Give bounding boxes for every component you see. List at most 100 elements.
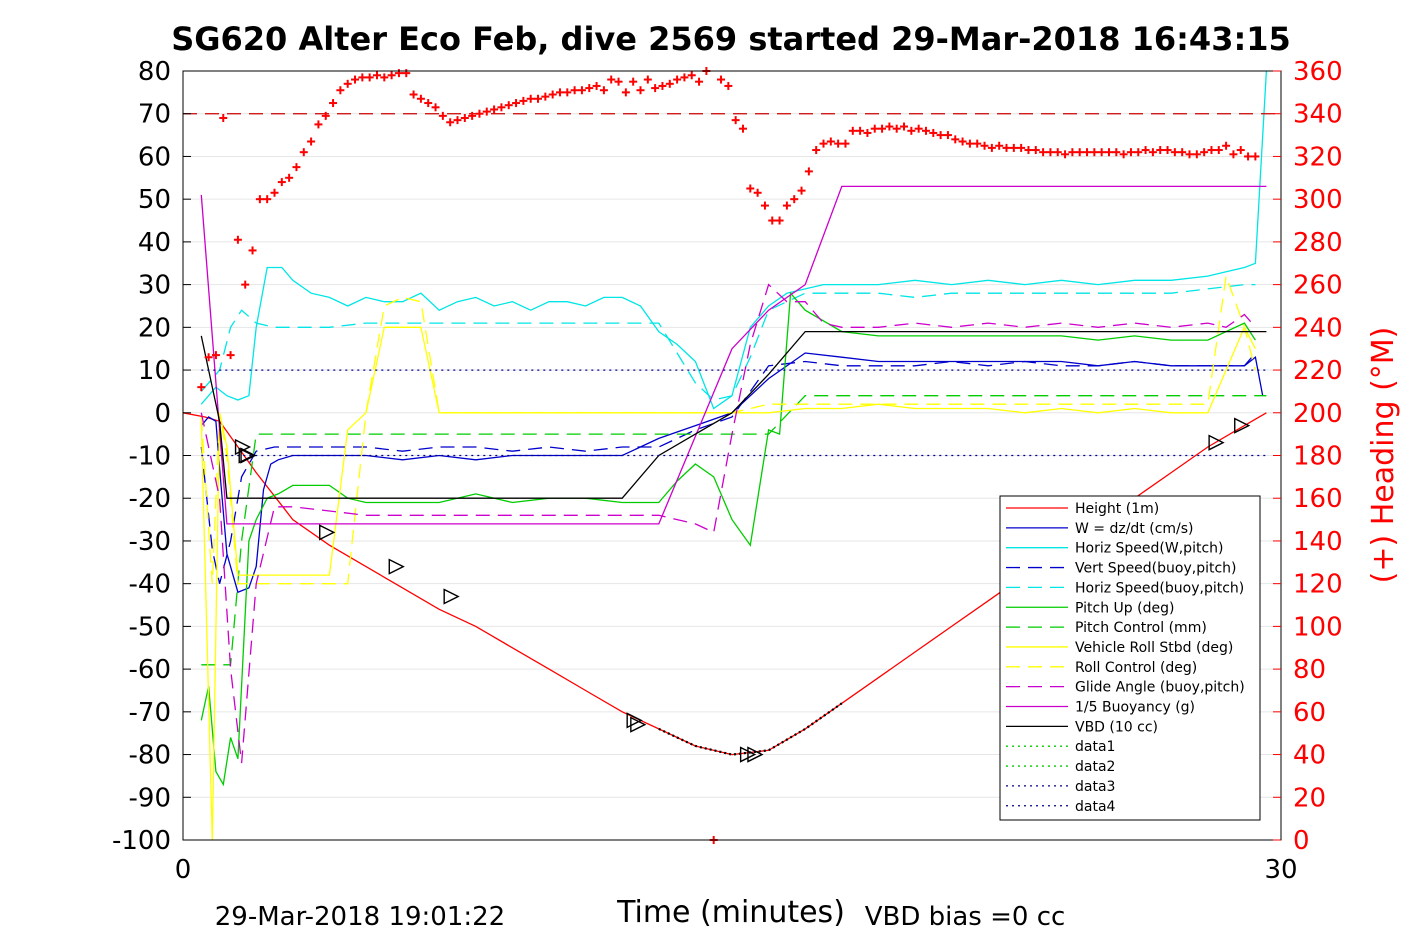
heading-marker [936, 131, 945, 140]
heading-marker [812, 146, 821, 155]
heading-marker [907, 126, 916, 135]
y-tick-label-left: -20 [129, 484, 171, 514]
heading-marker [768, 216, 777, 225]
heading-marker [292, 163, 301, 172]
heading-marker [409, 90, 418, 99]
heading-marker [343, 79, 352, 88]
heading-marker [621, 88, 630, 97]
heading-marker [687, 71, 696, 80]
legend-label: W = dz/dt (cm/s) [1075, 521, 1194, 537]
heading-marker [431, 103, 440, 112]
y-tick-label-left: 0 [154, 399, 171, 429]
heading-marker [329, 99, 338, 108]
y-tick-label-left: -50 [129, 612, 171, 642]
y-tick-label-right: 280 [1293, 228, 1343, 258]
y-tick-label-right: 180 [1293, 442, 1343, 472]
heading-marker [951, 135, 960, 144]
y-tick-label-right: 300 [1293, 185, 1343, 215]
heading-marker [519, 96, 528, 105]
heading-marker [446, 118, 455, 127]
heading-marker [943, 131, 952, 140]
heading-marker [1244, 152, 1253, 161]
legend-label: data3 [1075, 779, 1115, 795]
legend-label: data4 [1075, 799, 1116, 815]
y-tick-label-right: 0 [1293, 826, 1310, 856]
legend-label: 1/5 Buoyancy (g) [1075, 700, 1195, 716]
heading-marker [651, 84, 660, 93]
y-tick-label-left: -40 [129, 570, 171, 600]
heading-marker [1061, 150, 1070, 159]
heading-marker [1031, 146, 1040, 155]
heading-marker [753, 188, 762, 197]
y-tick-label-left: 40 [138, 228, 171, 258]
y-tick-label-right: 100 [1293, 612, 1343, 642]
legend-label: Vehicle Roll Stbd (deg) [1075, 640, 1233, 656]
heading-marker [680, 73, 689, 82]
heading-marker [402, 69, 411, 78]
heading-marker [592, 81, 601, 90]
y-tick-label-left: -80 [129, 741, 171, 771]
series-line-10 [200, 185, 1267, 525]
heading-marker [834, 139, 843, 148]
heading-marker [958, 137, 967, 146]
heading-marker [336, 86, 345, 95]
heading-marker [841, 139, 850, 148]
heading-marker [197, 383, 206, 392]
axes: 80706050403020100-10-20-30-40-50-60-70-8… [112, 57, 1343, 885]
heading-marker [1097, 148, 1106, 157]
heading-marker [314, 120, 323, 129]
y-tick-label-left: -60 [129, 655, 171, 685]
heading-marker [892, 124, 901, 133]
legend-label: Pitch Control (mm) [1075, 620, 1207, 636]
y-tick-label-left: 30 [138, 271, 171, 301]
heading-marker [1200, 148, 1209, 157]
y-tick-label-left: 10 [138, 356, 171, 386]
heading-marker [782, 201, 791, 210]
heading-marker [614, 77, 623, 86]
heading-marker [1075, 148, 1084, 157]
series-line-5 [200, 291, 1256, 787]
series-line-9 [200, 283, 1256, 764]
heading-marker [856, 126, 865, 135]
heading-marker [555, 88, 564, 97]
heading-marker [1046, 148, 1055, 157]
heading-marker [731, 116, 740, 125]
heading-marker [995, 141, 1004, 150]
heading-marker [219, 113, 228, 122]
heading-marker [248, 246, 257, 255]
y-axis-right-label: (+) Heading (°M) [1366, 327, 1401, 584]
heading-marker [1024, 146, 1033, 155]
heading-marker [226, 351, 235, 360]
legend-label: Vert Speed(buoy,pitch) [1075, 561, 1237, 577]
y-tick-label-left: 20 [138, 313, 171, 343]
series-line-3 [200, 352, 1256, 584]
heading-marker [351, 75, 360, 84]
heading-marker [1068, 148, 1077, 157]
heading-marker [599, 86, 608, 95]
footer-vbd-bias: VBD bias =0 cc [865, 902, 1066, 932]
heading-marker [885, 122, 894, 131]
y-tick-label-right: 40 [1293, 741, 1326, 771]
heading-marker [526, 94, 535, 103]
heading-marker [878, 124, 887, 133]
y-tick-label-left: 70 [138, 100, 171, 130]
y-tick-label-right: 120 [1293, 570, 1343, 600]
y-tick-label-right: 260 [1293, 271, 1343, 301]
series-line-8 [200, 275, 1257, 585]
heading-marker [541, 92, 550, 101]
y-tick-label-left: -30 [129, 527, 171, 557]
legend-label: Pitch Up (deg) [1075, 600, 1174, 616]
heading-marker [585, 84, 594, 93]
triangle-marker [240, 447, 257, 464]
y-tick-label-right: 160 [1293, 484, 1343, 514]
heading-marker [416, 94, 425, 103]
heading-marker [1222, 141, 1231, 150]
heading-marker [636, 86, 645, 95]
legend-label: Height (1m) [1075, 501, 1159, 517]
heading-marker [760, 201, 769, 210]
y-tick-label-right: 340 [1293, 100, 1343, 130]
heading-marker [1104, 148, 1113, 157]
heading-marker [1156, 146, 1165, 155]
